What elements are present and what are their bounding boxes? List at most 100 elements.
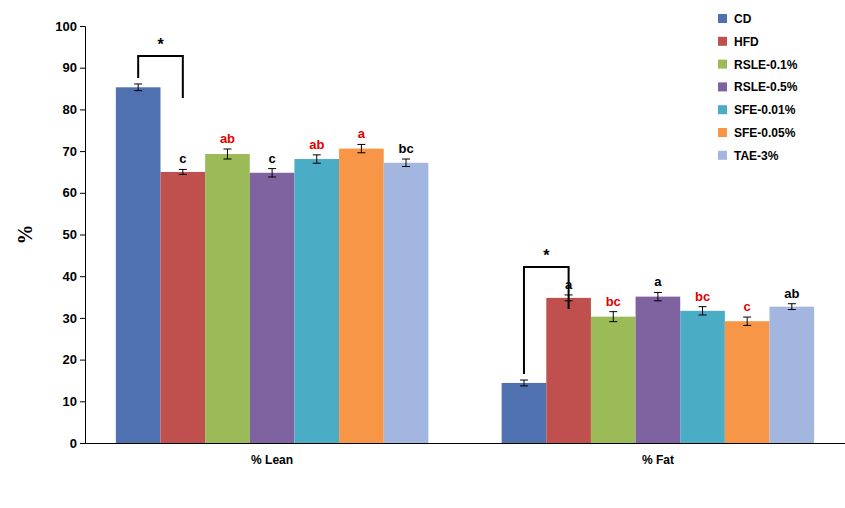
error-bar-cap bbox=[134, 83, 142, 84]
error-bar-cap bbox=[402, 166, 410, 167]
y-tick-label: 60 bbox=[63, 185, 77, 200]
y-tick-mark bbox=[80, 276, 85, 277]
significance-letter: bc bbox=[606, 294, 621, 309]
legend-swatch bbox=[718, 60, 727, 69]
bar bbox=[161, 172, 206, 443]
y-tick-label: 70 bbox=[63, 144, 77, 159]
significance-bracket: * bbox=[138, 36, 183, 98]
error-bar-cap bbox=[223, 159, 231, 160]
significance-letter: c bbox=[268, 151, 275, 166]
bar bbox=[250, 173, 295, 443]
bar bbox=[769, 307, 814, 443]
error-bar-stem bbox=[657, 292, 658, 300]
bracket-text: * bbox=[543, 247, 550, 264]
legend-swatch bbox=[718, 105, 727, 114]
bar bbox=[680, 311, 725, 443]
legend-swatch bbox=[718, 82, 727, 91]
y-axis: 0102030405060708090100 bbox=[55, 19, 85, 451]
legend-swatch bbox=[718, 128, 727, 137]
legend-label: HFD bbox=[734, 35, 759, 49]
bar bbox=[384, 163, 429, 443]
error-bar-cap bbox=[788, 303, 796, 304]
legend-swatch bbox=[718, 37, 727, 46]
x-axis: % Lean % Fat bbox=[86, 443, 845, 467]
error-bar bbox=[654, 292, 662, 300]
y-tick-mark bbox=[80, 318, 85, 319]
error-bar-stem bbox=[272, 169, 273, 177]
y-tick-mark bbox=[80, 360, 85, 361]
significance-letter: ab bbox=[220, 131, 235, 146]
y-tick-label: 90 bbox=[63, 60, 77, 75]
x-tick: % Lean bbox=[251, 443, 293, 467]
y-tick: 70 bbox=[63, 144, 85, 159]
plot-area bbox=[116, 84, 814, 443]
error-bar-cap bbox=[520, 380, 528, 381]
y-tick-mark bbox=[80, 68, 85, 69]
legend-entry: RSLE-0.5% bbox=[718, 80, 798, 94]
x-tick-label: % Fat bbox=[642, 453, 674, 467]
x-tick-label: % Lean bbox=[251, 453, 293, 467]
y-tick: 20 bbox=[63, 352, 85, 367]
legend: CD HFD RSLE-0.1% RSLE-0.5% SFE-0.01% SFE-0.05… bbox=[718, 12, 798, 163]
bar bbox=[294, 159, 339, 443]
error-bar-cap bbox=[179, 174, 187, 175]
bar-series bbox=[384, 159, 814, 443]
error-bar bbox=[520, 380, 528, 386]
error-bar-stem bbox=[613, 312, 614, 322]
y-tick-mark bbox=[80, 235, 85, 236]
significance-letter: bc bbox=[695, 289, 710, 304]
legend-label: SFE-0.01% bbox=[734, 103, 796, 117]
error-bar-cap bbox=[520, 385, 528, 386]
error-bar-stem bbox=[182, 169, 183, 174]
error-bar bbox=[609, 312, 617, 322]
bracket-line bbox=[524, 267, 569, 374]
y-tick-label: 100 bbox=[55, 19, 77, 34]
legend-entry: SFE-0.05% bbox=[718, 126, 796, 140]
bar bbox=[725, 321, 770, 443]
legend-entry: HFD bbox=[718, 35, 759, 49]
legend-entry: CD bbox=[718, 12, 752, 26]
bar bbox=[591, 317, 636, 443]
y-tick: 60 bbox=[63, 185, 85, 200]
error-bar-cap bbox=[268, 168, 276, 169]
y-tick: 100 bbox=[55, 19, 85, 34]
y-tick-label: 10 bbox=[63, 394, 77, 409]
y-tick-label: 50 bbox=[63, 227, 77, 242]
significance-letter: c bbox=[744, 299, 751, 314]
error-bar-stem bbox=[361, 144, 362, 152]
significance-letter: ab bbox=[309, 137, 324, 152]
error-bar-stem bbox=[227, 149, 228, 159]
y-tick-label: 30 bbox=[63, 311, 77, 326]
error-bar-cap bbox=[268, 176, 276, 177]
significance-letter: bc bbox=[398, 141, 413, 156]
y-tick-mark bbox=[80, 401, 85, 402]
significance-letter: a bbox=[358, 126, 366, 141]
y-tick: 10 bbox=[63, 394, 85, 409]
legend-swatch bbox=[718, 14, 727, 23]
chart: 0102030405060708090100% Lean% Fat%caabbc… bbox=[0, 0, 845, 508]
y-axis-title: % bbox=[14, 225, 36, 245]
error-bar bbox=[134, 84, 142, 91]
error-bar bbox=[357, 144, 365, 152]
legend-swatch bbox=[718, 151, 727, 160]
legend-entry: TAE-3% bbox=[718, 149, 779, 163]
error-bar-cap bbox=[743, 325, 751, 326]
bar bbox=[339, 149, 384, 443]
significance-letter: ab bbox=[784, 286, 799, 301]
legend-label: RSLE-0.1% bbox=[734, 58, 798, 72]
error-bar-cap bbox=[402, 159, 410, 160]
legend-label: SFE-0.05% bbox=[734, 126, 796, 140]
error-bar-cap bbox=[313, 163, 321, 164]
error-bar-stem bbox=[316, 155, 317, 163]
y-tick-mark bbox=[80, 26, 85, 27]
error-bar-cap bbox=[654, 300, 662, 301]
bar bbox=[636, 297, 681, 443]
y-axis-line bbox=[80, 27, 86, 444]
bar bbox=[116, 87, 161, 443]
error-bar-stem bbox=[747, 317, 748, 325]
legend-entry: SFE-0.01% bbox=[718, 103, 796, 117]
error-bar-stem bbox=[523, 380, 524, 386]
error-bar-cap bbox=[609, 321, 617, 322]
bar-series bbox=[339, 144, 769, 443]
error-bar bbox=[743, 317, 751, 325]
